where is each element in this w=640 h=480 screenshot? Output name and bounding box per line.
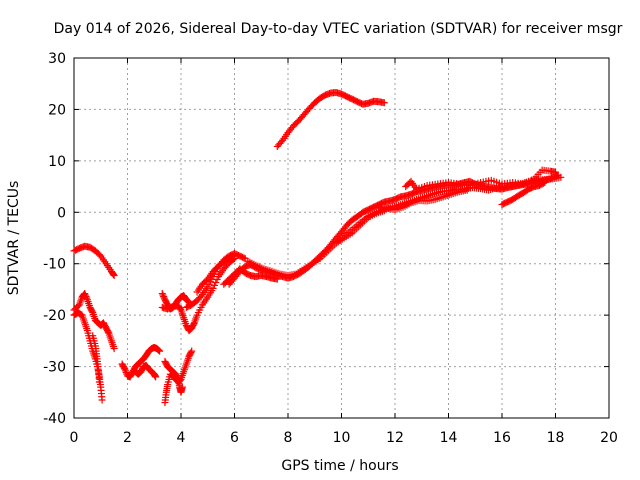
axis-ticks: 0 2 4 6 8 10 12 14 16 18 20 -40 -30 -20 -10 0 10 20 30 [43,51,618,446]
data-point [98,396,106,404]
data-point [160,293,168,301]
series-track-h [161,357,186,396]
data-point [156,347,164,355]
data-point [552,168,559,176]
data-point [178,383,186,391]
x-tick-label: 12 [386,430,404,446]
data-point [109,271,117,279]
x-tick-label: 20 [600,430,618,446]
data-point [121,365,129,373]
data-point [229,252,237,260]
y-tick-label: -30 [43,360,66,376]
series-track-s [402,166,559,193]
x-tick-label: 16 [493,430,511,446]
chart-title: Day 014 of 2026, Sidereal Day-to-day VTE… [54,21,623,37]
data-point [122,368,130,376]
data-point [121,367,129,375]
data-point [104,328,112,336]
x-tick-label: 14 [440,430,458,446]
x-tick-label: 18 [547,430,565,446]
data-point [380,99,388,107]
series-track-j [158,255,238,335]
series-track-b [70,290,118,353]
data-point [176,305,184,313]
data-point [235,266,243,274]
data-point [174,374,182,382]
data-point [95,378,103,386]
data-point [231,251,238,259]
data-point [83,294,91,302]
data-point [158,290,166,298]
data-point [159,291,167,299]
x-tick-label: 2 [123,430,132,446]
series-track-d [89,332,103,386]
x-tick-label: 0 [70,430,79,446]
data-point [209,284,217,292]
x-tick-label: 6 [230,430,239,446]
series-track-r [375,186,471,214]
data-point [541,178,549,186]
series-track-o [236,265,281,283]
series-track-q [332,207,388,247]
data-point [184,298,192,306]
data-point [187,348,195,356]
data-point [120,364,128,372]
data-point [81,291,89,299]
data-point [155,347,163,354]
x-tick-label: 4 [177,430,186,446]
data-point [539,179,547,187]
y-tick-label: 0 [57,205,66,221]
series-track-t [498,178,549,209]
x-tick-label: 10 [333,430,351,446]
x-tick-label: 8 [284,430,293,446]
x-axis-label: GPS time / hours [281,458,398,474]
data-point [110,345,118,353]
data-point [236,265,244,273]
data-point [110,272,118,280]
series-track-p [220,265,244,288]
y-tick-label: 30 [48,51,66,67]
data-point [212,278,220,286]
series-track-a [70,242,118,280]
y-tick-label: 20 [48,102,66,118]
y-tick-label: 10 [48,154,66,170]
data-point [82,293,90,301]
series-track-u [273,88,388,150]
y-axis-label: SDTVAR / TECUs [6,181,22,296]
data-point [557,173,565,181]
data-point [273,275,281,283]
data-point [188,347,196,355]
series-track-l [193,251,238,296]
y-tick-label: -20 [43,308,66,324]
series-track-f [132,362,160,381]
y-tick-label: -40 [43,411,66,427]
data-point [152,373,160,381]
data-point [81,290,89,298]
data-point [154,346,162,354]
data-point [240,254,248,262]
data-point [190,320,198,328]
data-marks [70,88,565,407]
data-point [210,281,218,289]
data-point [88,307,96,315]
y-tick-label: -10 [43,257,66,273]
